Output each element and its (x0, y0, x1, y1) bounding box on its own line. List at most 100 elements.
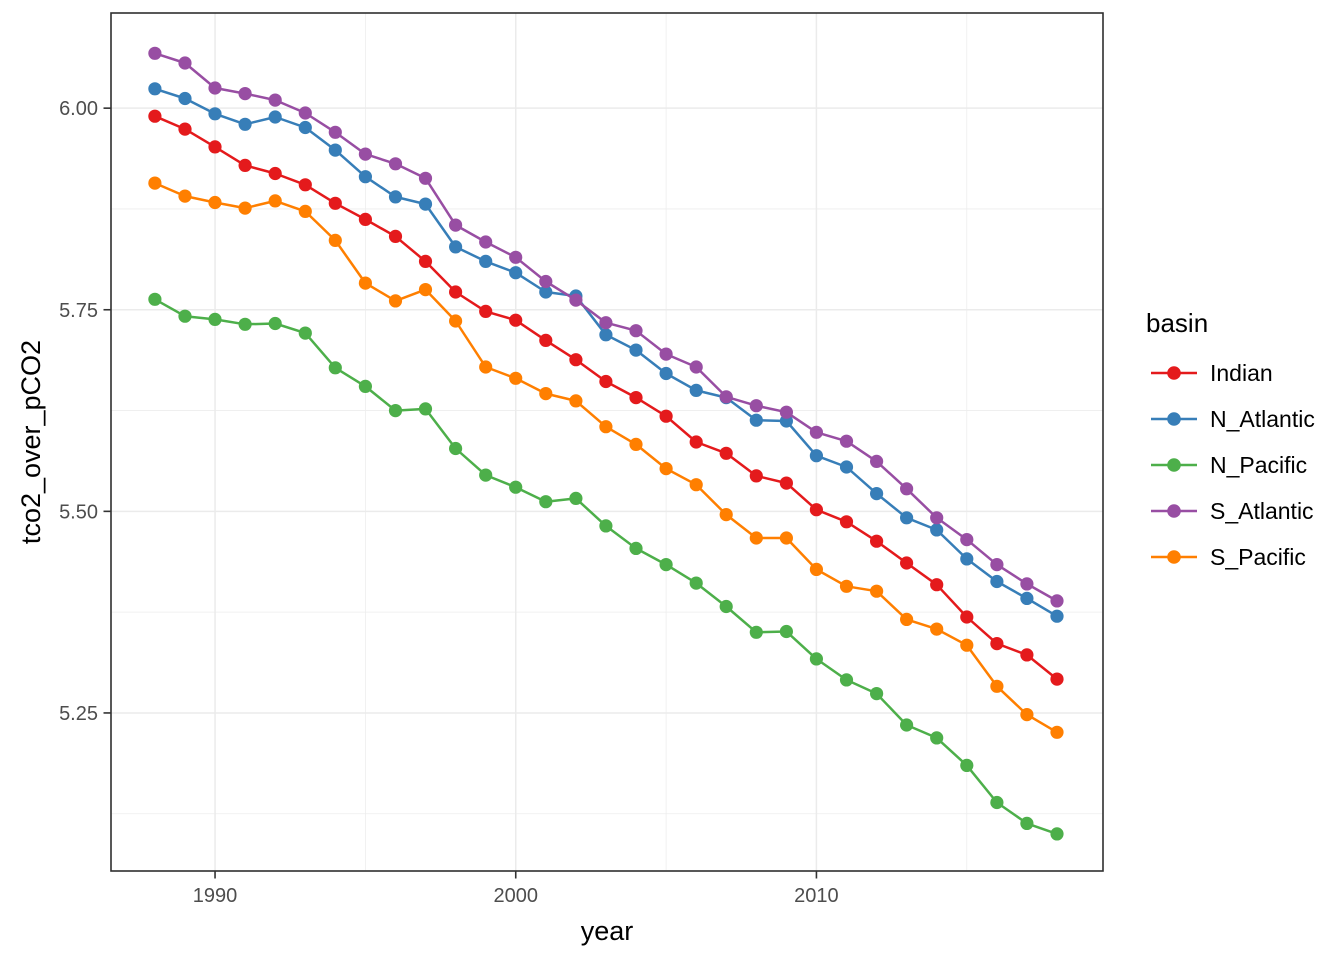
x-tick-label: 1990 (193, 885, 238, 907)
data-point (208, 107, 222, 121)
data-point (900, 718, 914, 732)
data-point (569, 293, 583, 307)
x-axis-title: year (581, 916, 634, 946)
data-point (689, 360, 703, 374)
data-point (268, 166, 282, 181)
data-point (328, 143, 342, 157)
series-line-S_Pacific (153, 181, 1059, 734)
data-point (960, 758, 974, 773)
data-point (539, 333, 553, 347)
data-point (479, 304, 493, 318)
data-point (629, 541, 643, 556)
data-point (900, 556, 914, 570)
series-points-Indian (148, 109, 1064, 686)
data-point (1020, 577, 1034, 591)
data-point (479, 468, 493, 482)
legend-key-point (1167, 504, 1181, 518)
data-point (1050, 827, 1064, 841)
x-tick-label: 2010 (794, 885, 839, 907)
data-point (479, 360, 493, 374)
legend: Indian N_Atlantic N_Pacific S_Atlantic S_Pac… (1151, 360, 1315, 570)
data-point (358, 147, 372, 161)
y-tick-label: 5.25 (59, 703, 98, 725)
data-point (960, 533, 974, 547)
data-point (178, 309, 192, 323)
axis-ticks-and-labels: 5.25 5.50 5.75 6.00 1990 2000 2010 (59, 98, 839, 907)
data-point (449, 441, 463, 456)
data-point (208, 81, 222, 95)
data-point (449, 240, 463, 254)
series-line-N_Atlantic (153, 87, 1059, 618)
y-axis-title: tco2_over_pCO2 (16, 340, 46, 544)
data-point (208, 140, 222, 154)
data-point (900, 612, 914, 627)
data-point (148, 292, 162, 306)
data-point (238, 87, 252, 101)
data-point (870, 487, 884, 501)
data-point (599, 328, 613, 342)
data-point (839, 434, 854, 448)
data-point (208, 195, 222, 210)
legend-label: Indian (1210, 360, 1273, 386)
legend-entry-Indian: Indian (1151, 360, 1273, 386)
data-point (689, 383, 703, 397)
data-point (268, 93, 282, 107)
data-point (298, 106, 312, 120)
data-point (930, 523, 944, 537)
legend-entry-N_Atlantic: N_Atlantic (1151, 406, 1315, 432)
data-point (839, 460, 854, 474)
data-point (870, 687, 884, 701)
data-point (900, 482, 914, 496)
data-point (569, 394, 583, 408)
data-point (870, 534, 884, 548)
data-point (358, 170, 372, 184)
data-point (689, 478, 703, 492)
data-point (719, 507, 733, 522)
data-point (539, 274, 553, 289)
data-point (268, 110, 282, 124)
data-point (689, 435, 703, 449)
data-point (930, 731, 944, 745)
data-point (719, 599, 733, 614)
data-point (1020, 816, 1034, 831)
data-point (719, 390, 733, 404)
data-point (659, 409, 673, 423)
legend-title: basin (1146, 308, 1208, 338)
data-point (418, 254, 433, 268)
data-point (208, 312, 222, 326)
data-point (539, 285, 553, 299)
data-point (719, 446, 733, 460)
data-point (930, 511, 944, 525)
data-point (418, 197, 433, 211)
data-point (809, 562, 824, 577)
data-point (328, 125, 342, 139)
data-point (328, 196, 342, 210)
data-point (479, 254, 493, 268)
y-tick-label: 5.50 (59, 501, 98, 523)
data-point (749, 399, 763, 413)
data-point (900, 511, 914, 525)
data-point (1050, 594, 1064, 608)
data-point (148, 82, 162, 96)
data-point (629, 343, 643, 357)
data-point (539, 495, 553, 509)
legend-entry-S_Atlantic: S_Atlantic (1151, 498, 1314, 524)
data-point (930, 578, 944, 592)
data-point (509, 480, 523, 494)
data-point (238, 158, 252, 172)
data-point (749, 413, 763, 427)
data-point (509, 371, 523, 385)
panel-border (110, 12, 1104, 872)
data-point (809, 652, 824, 666)
series-points-N_Pacific (148, 292, 1064, 841)
data-point (839, 515, 854, 529)
data-point (509, 250, 523, 264)
data-point (268, 194, 282, 208)
data-point (449, 285, 463, 299)
data-point (418, 171, 433, 185)
data-point (809, 503, 824, 517)
data-point (990, 558, 1004, 572)
data-point (388, 229, 403, 243)
data-point (148, 46, 162, 60)
data-point (749, 531, 763, 545)
